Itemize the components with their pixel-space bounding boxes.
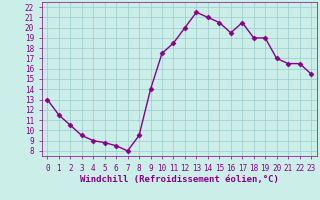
X-axis label: Windchill (Refroidissement éolien,°C): Windchill (Refroidissement éolien,°C) [80, 175, 279, 184]
